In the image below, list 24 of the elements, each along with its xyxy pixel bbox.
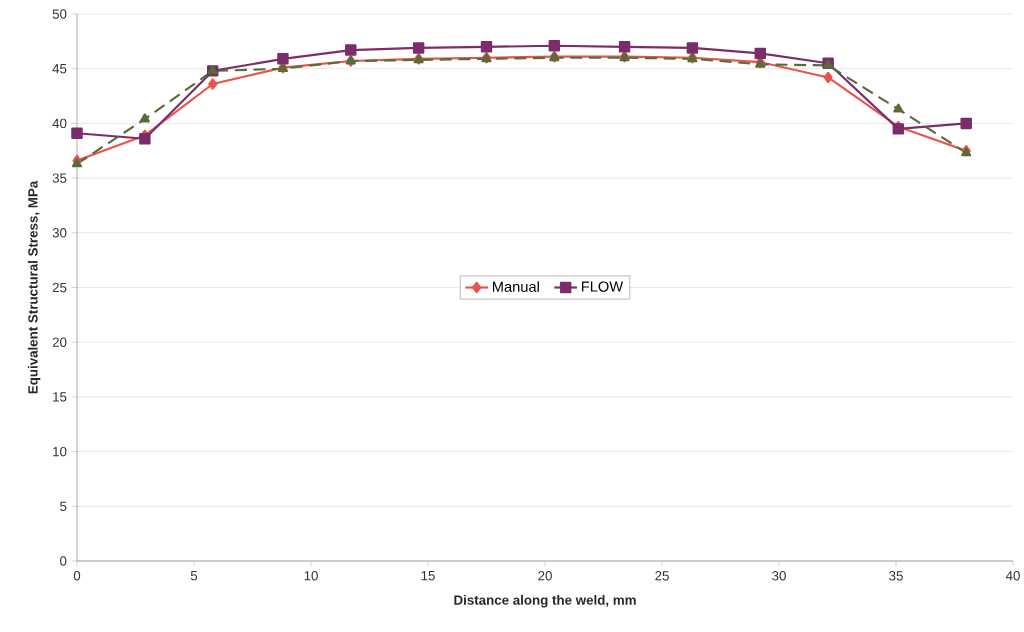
x-tick-label: 20	[538, 571, 552, 581]
x-tick-label: 30	[772, 571, 786, 581]
x-tick-label: 15	[421, 571, 435, 581]
y-tick-label: 45	[52, 64, 67, 74]
y-tick-label: 40	[52, 118, 67, 129]
x-tick-label: 40	[1005, 571, 1020, 581]
x-tick-label: 35	[889, 571, 903, 581]
y-tick-label: 35	[52, 173, 67, 183]
y-tick-label: 30	[52, 228, 67, 238]
legend-label: FLOW	[581, 281, 624, 292]
legend-label: Manual	[492, 281, 539, 292]
y-tick-label: 5	[60, 501, 67, 511]
y-tick-label: 25	[52, 282, 67, 293]
x-tick-label: 5	[190, 571, 198, 581]
y-tick-label: 15	[53, 392, 67, 402]
x-axis-title: Distance along the weld, mm	[454, 594, 636, 608]
x-tick-label: 10	[304, 571, 318, 581]
y-tick-label: 20	[52, 337, 67, 347]
y-tick-label: 10	[53, 446, 67, 457]
y-tick-label: 0	[60, 556, 67, 566]
x-tick-label: 25	[655, 571, 669, 581]
y-axis-title: Equivalent Structural Stress, MPa	[27, 180, 41, 394]
x-tick-label: 0	[73, 571, 81, 581]
y-tick-label: 50	[52, 9, 67, 19]
